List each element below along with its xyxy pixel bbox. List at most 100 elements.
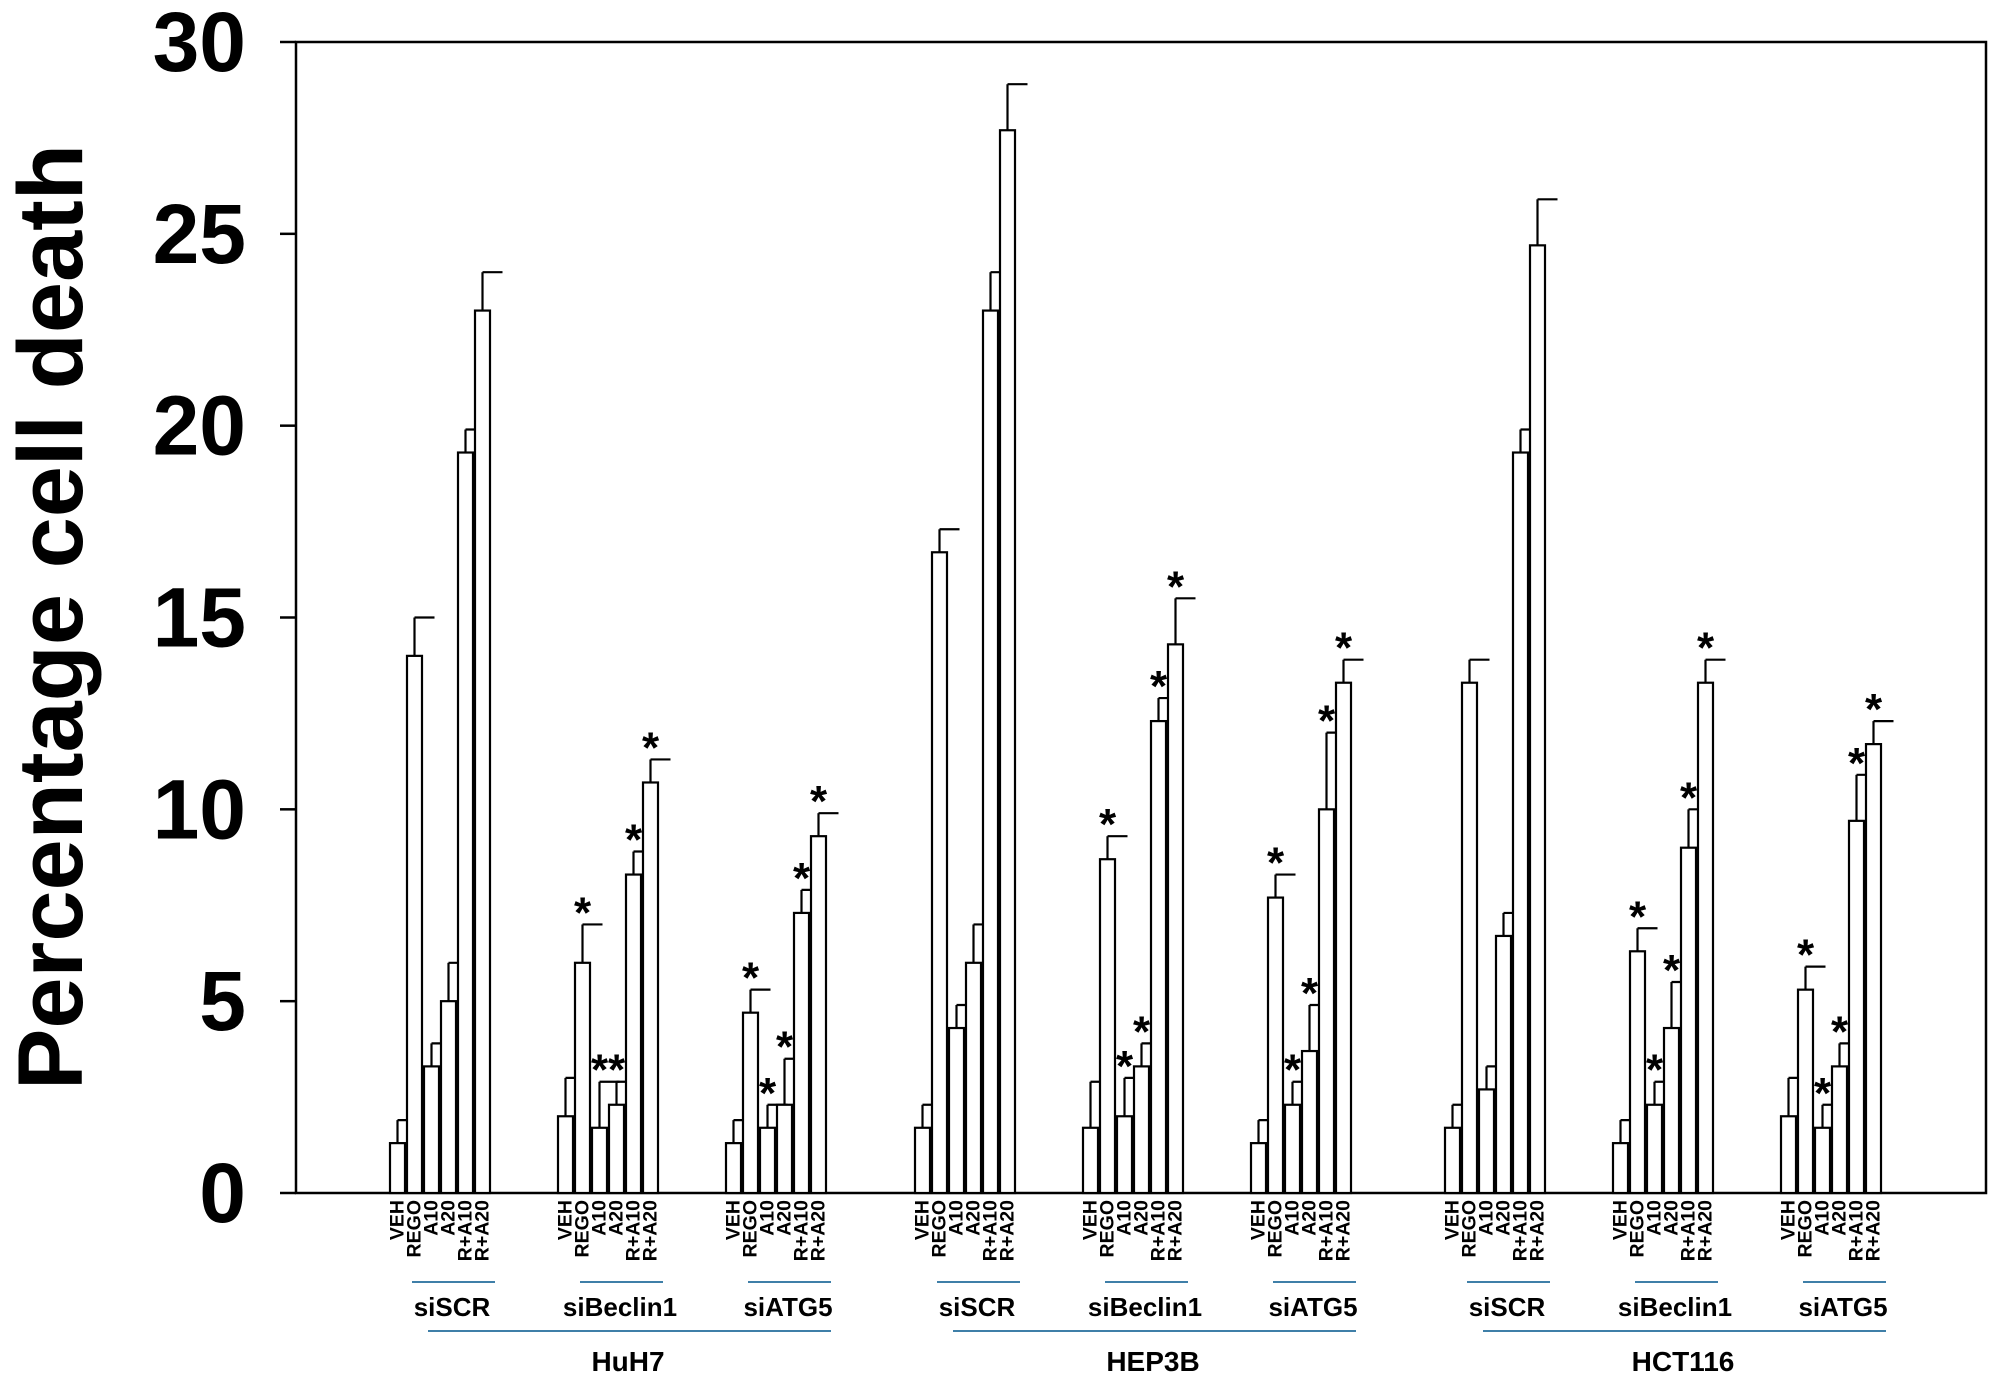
x-tick-label: VEH bbox=[912, 1200, 934, 1240]
x-tick-label: REGO bbox=[1097, 1200, 1119, 1257]
bar bbox=[1813, 1126, 1832, 1195]
significance-star: * bbox=[1680, 773, 1698, 822]
x-tick-label: REGO bbox=[572, 1200, 594, 1257]
cell-line-label: HCT116 bbox=[1632, 1346, 1735, 1377]
bar bbox=[388, 1142, 407, 1195]
group-label: siSCR bbox=[1469, 1292, 1546, 1322]
x-tick-label: A10 bbox=[946, 1200, 968, 1236]
significance-star: * bbox=[1267, 839, 1285, 888]
bar bbox=[775, 1103, 794, 1195]
significance-star: * bbox=[1150, 662, 1168, 711]
bar bbox=[964, 961, 983, 1195]
significance-star: * bbox=[1301, 969, 1319, 1018]
bar bbox=[913, 1126, 932, 1195]
significance-star: * bbox=[1133, 1007, 1151, 1056]
bar bbox=[456, 451, 475, 1195]
group-label: siSCR bbox=[939, 1292, 1016, 1322]
bar bbox=[1847, 819, 1866, 1195]
x-tick-label: A20 bbox=[438, 1200, 460, 1236]
bar bbox=[1443, 1126, 1462, 1195]
x-tick-label: REGO bbox=[1627, 1200, 1649, 1257]
x-tick-label: R+A10 bbox=[1148, 1200, 1170, 1261]
x-tick-label: VEH bbox=[1080, 1200, 1102, 1240]
y-axis-label: Percentage cell death bbox=[0, 144, 102, 1090]
x-tick-label: A10 bbox=[589, 1200, 611, 1236]
x-tick-label: A10 bbox=[1812, 1200, 1834, 1236]
x-tick-label: A20 bbox=[774, 1200, 796, 1236]
bar bbox=[809, 835, 828, 1195]
x-tick-label: A10 bbox=[1644, 1200, 1666, 1236]
x-tick-label: A20 bbox=[1661, 1200, 1683, 1236]
group-label: siATG5 bbox=[1798, 1292, 1887, 1322]
bar bbox=[556, 1115, 575, 1195]
x-tick-label: R+A20 bbox=[1165, 1200, 1187, 1261]
x-tick-label: R+A10 bbox=[455, 1200, 477, 1261]
significance-star: * bbox=[625, 816, 643, 865]
x-tick-label: R+A20 bbox=[640, 1200, 662, 1261]
x-tick-label: R+A10 bbox=[1510, 1200, 1532, 1261]
x-tick-label: REGO bbox=[404, 1200, 426, 1257]
significance-star: * bbox=[642, 723, 660, 772]
x-tick-label: A20 bbox=[1131, 1200, 1153, 1236]
x-tick-label: REGO bbox=[1795, 1200, 1817, 1257]
significance-star: * bbox=[1099, 800, 1117, 849]
x-tick-label: R+A10 bbox=[1678, 1200, 1700, 1261]
significance-star: * bbox=[1629, 892, 1647, 941]
group-label: siBeclin1 bbox=[1618, 1292, 1732, 1322]
significance-star: * bbox=[1663, 946, 1681, 995]
x-tick-label: R+A10 bbox=[1846, 1200, 1868, 1261]
significance-star: * bbox=[1865, 685, 1883, 734]
x-tick-label: VEH bbox=[1248, 1200, 1270, 1240]
bar bbox=[422, 1065, 441, 1195]
bar bbox=[1317, 808, 1336, 1195]
bar bbox=[947, 1026, 966, 1195]
x-tick-label: VEH bbox=[387, 1200, 409, 1240]
x-tick-label: R+A20 bbox=[808, 1200, 830, 1261]
bar bbox=[1696, 681, 1715, 1195]
y-tick-label: 20 bbox=[153, 379, 246, 473]
group-label: siATG5 bbox=[743, 1292, 832, 1322]
significance-star: * bbox=[1318, 697, 1336, 746]
x-tick-label: VEH bbox=[555, 1200, 577, 1240]
x-tick-label: A20 bbox=[606, 1200, 628, 1236]
x-tick-label: R+A20 bbox=[997, 1200, 1019, 1261]
bar bbox=[724, 1142, 743, 1195]
bar bbox=[1662, 1026, 1681, 1195]
x-tick-label: VEH bbox=[1778, 1200, 1800, 1240]
bar bbox=[1511, 451, 1530, 1195]
bar bbox=[1864, 743, 1883, 1195]
x-tick-label: A10 bbox=[421, 1200, 443, 1236]
x-tick-label: R+A20 bbox=[1333, 1200, 1355, 1261]
bar bbox=[1249, 1142, 1268, 1195]
x-tick-label: R+A10 bbox=[980, 1200, 1002, 1261]
x-axis-labels: VEHREGOA10A20R+A10R+A20siSCRVEHREGOA10A2… bbox=[387, 1200, 1888, 1377]
significance-star: * bbox=[1697, 624, 1715, 673]
significance-star: * bbox=[1848, 739, 1866, 788]
x-tick-label: A20 bbox=[1493, 1200, 1515, 1236]
group-label: siATG5 bbox=[1268, 1292, 1357, 1322]
y-tick-label: 15 bbox=[153, 571, 246, 665]
bar bbox=[1528, 244, 1547, 1195]
x-tick-label: VEH bbox=[1442, 1200, 1464, 1240]
x-tick-label: R+A20 bbox=[472, 1200, 494, 1261]
bar bbox=[1830, 1065, 1849, 1195]
bar bbox=[981, 309, 1000, 1195]
significance-star: * bbox=[776, 1023, 794, 1072]
bar bbox=[405, 654, 424, 1195]
bar bbox=[1334, 681, 1353, 1195]
bar bbox=[930, 551, 949, 1195]
bar bbox=[1132, 1065, 1151, 1195]
y-tick-label: 25 bbox=[153, 187, 246, 281]
significance-star: * bbox=[793, 854, 811, 903]
y-tick-label: 10 bbox=[153, 762, 246, 856]
significance-star: * bbox=[1646, 1046, 1664, 1095]
bar bbox=[1779, 1115, 1798, 1195]
bar bbox=[1477, 1088, 1496, 1195]
bar bbox=[1300, 1049, 1319, 1195]
significance-star: * bbox=[1284, 1046, 1302, 1095]
bar bbox=[741, 1011, 760, 1195]
significance-star: * bbox=[608, 1046, 626, 1095]
significance-star: * bbox=[1116, 1042, 1134, 1091]
x-tick-label: A20 bbox=[963, 1200, 985, 1236]
